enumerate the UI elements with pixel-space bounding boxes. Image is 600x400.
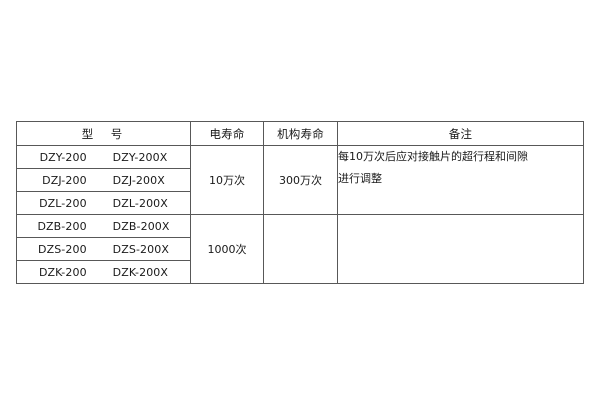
model-code-variant: DZL-200X [112, 196, 168, 210]
model-code-variant: DZY-200X [112, 150, 168, 164]
model-code-primary: DZK-200 [38, 265, 87, 279]
model-code-variant: DZB-200X [112, 219, 170, 233]
table-row: DZJ-200 DZJ-200X [16, 168, 584, 192]
header-electrical-life: 电寿命 [190, 121, 264, 146]
cell-electrical-life-group-2: 1000次 [190, 214, 264, 284]
cell-mechanical-life-group-1: 300万次 [263, 145, 338, 215]
header-remarks: 备注 [337, 121, 584, 146]
header-mechanical-life: 机构寿命 [263, 121, 338, 146]
cell-electrical-life-group-1: 10万次 [190, 145, 264, 215]
cell-model: DZB-200 DZB-200X [16, 214, 191, 238]
model-code-primary: DZL-200 [39, 196, 87, 210]
model-code-primary: DZS-200 [38, 242, 87, 256]
model-code-variant: DZS-200X [112, 242, 169, 256]
model-code-primary: DZB-200 [37, 219, 87, 233]
cell-model: DZL-200 DZL-200X [16, 191, 191, 215]
table-header-row: 型 号 电寿命 机构寿命 备注 [16, 121, 584, 146]
model-code-primary: DZJ-200 [42, 173, 87, 187]
model-code-variant: DZJ-200X [112, 173, 165, 187]
table-row: DZL-200 DZL-200X [16, 191, 584, 215]
cell-remarks-group-2 [337, 214, 584, 284]
cell-model: DZK-200 DZK-200X [16, 260, 191, 284]
table-row: DZY-200 DZY-200X 10万次 300万次 每10万次后应对接触片的… [16, 145, 584, 215]
cell-model: DZS-200 DZS-200X [16, 237, 191, 261]
cell-mechanical-life-group-2 [263, 214, 338, 284]
model-code-primary: DZY-200 [39, 150, 87, 164]
remarks-line-1: 每10万次后应对接触片的超行程和间隙 [338, 150, 528, 163]
header-model: 型 号 [16, 121, 191, 146]
cell-model: DZJ-200 DZJ-200X [16, 168, 191, 192]
remarks-line-2: 进行调整 [338, 172, 382, 185]
cell-model: DZY-200 DZY-200X [16, 145, 191, 169]
cell-remarks-group-1: 每10万次后应对接触片的超行程和间隙 进行调整 [337, 145, 584, 215]
model-code-variant: DZK-200X [112, 265, 169, 279]
table-row: DZK-200 DZK-200X [16, 260, 584, 284]
table-row: DZS-200 DZS-200X [16, 237, 584, 261]
specification-table: 型 号 电寿命 机构寿命 备注 DZY-200 DZY-200X 10万次 30… [16, 121, 584, 284]
table-row: DZB-200 DZB-200X 1000次 [16, 214, 584, 284]
